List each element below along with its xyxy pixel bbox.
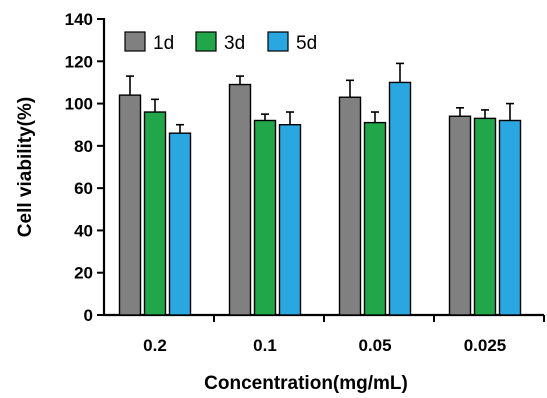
legend: 1d 3d 5d <box>124 31 317 54</box>
bar-5d-0.05 <box>388 81 412 316</box>
x-tick-label: 0.2 <box>143 336 167 355</box>
x-ticks: 0.2 0.1 0.05 0.025 <box>143 315 545 355</box>
y-tick-label: 80 <box>74 137 93 156</box>
x-tick-label: 0.1 <box>253 336 277 355</box>
legend-swatch-3d <box>195 31 217 52</box>
bar-5d-0.025 <box>498 119 522 316</box>
y-tick-label: 0 <box>84 306 93 325</box>
legend-swatch-1d <box>124 31 146 52</box>
y-tick-label: 60 <box>74 179 93 198</box>
bar-3d-0.025 <box>473 117 497 316</box>
y-tick-label: 40 <box>74 221 93 240</box>
bar-5d-0.2 <box>168 132 192 316</box>
bars <box>118 81 522 316</box>
legend-label-5d: 5d <box>296 33 317 54</box>
legend-swatch-5d <box>267 31 289 52</box>
bar-3d-0.2 <box>143 111 167 316</box>
bar-3d-0.05 <box>363 121 387 316</box>
bar-1d-0.025 <box>448 115 472 316</box>
bar-3d-0.1 <box>253 119 277 316</box>
legend-label-1d: 1d <box>153 33 174 54</box>
x-axis-title: Concentration(mg/mL) <box>204 373 408 394</box>
bar-1d-0.2 <box>118 94 142 316</box>
y-tick-label: 100 <box>65 95 93 114</box>
bar-1d-0.05 <box>338 96 362 316</box>
error-bars <box>126 62 514 134</box>
y-tick-label: 20 <box>74 264 93 283</box>
bar-5d-0.1 <box>278 124 302 316</box>
y-tick-label: 120 <box>65 52 93 71</box>
legend-label-3d: 3d <box>224 33 245 54</box>
x-tick-label: 0.025 <box>464 336 507 355</box>
x-tick-label: 0.05 <box>358 336 391 355</box>
y-axis-title: Cell viability(%) <box>15 97 36 237</box>
bar-1d-0.1 <box>228 83 252 316</box>
y-tick-label: 140 <box>65 10 93 29</box>
y-ticks: 0 20 40 60 80 100 120 140 <box>65 10 104 325</box>
